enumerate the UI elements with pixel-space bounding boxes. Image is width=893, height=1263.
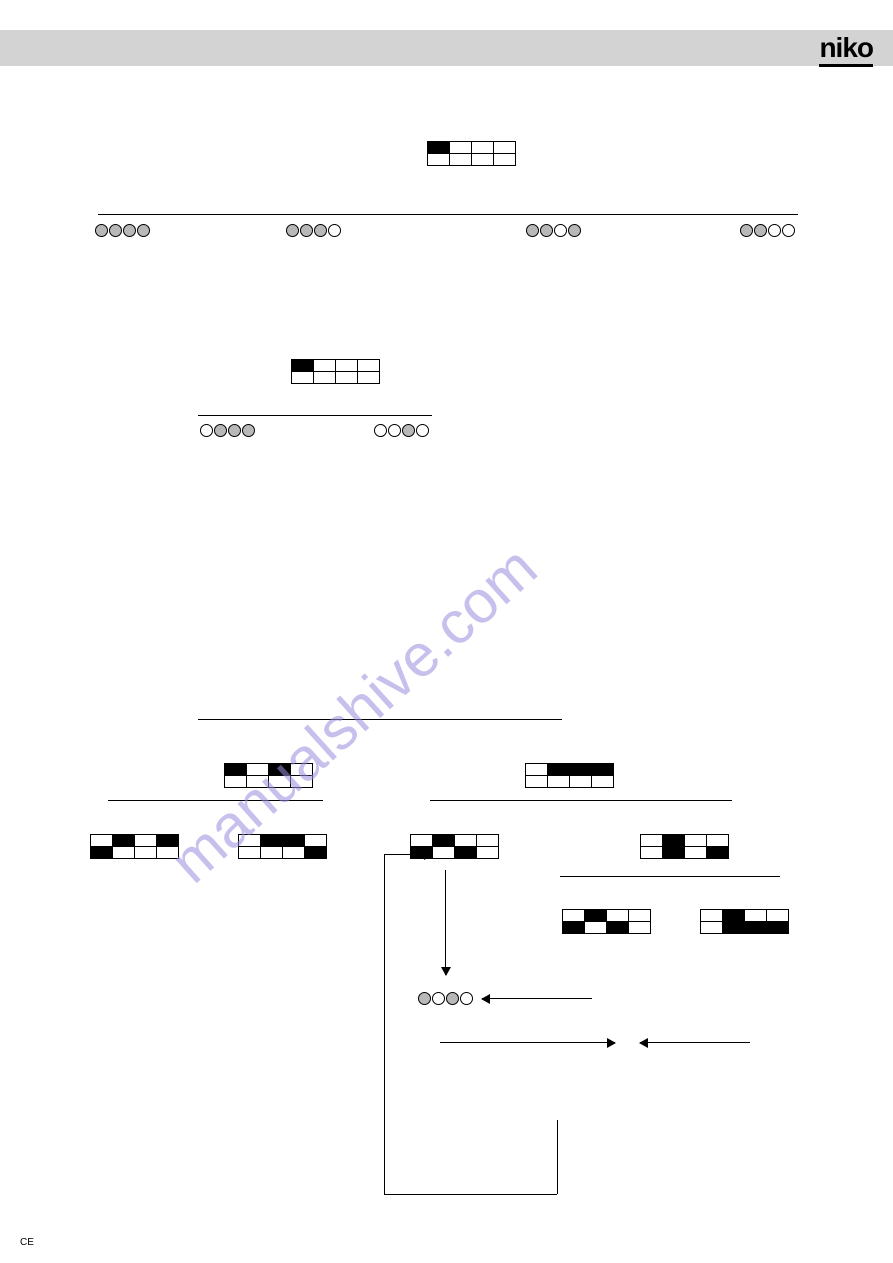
connector bbox=[440, 1042, 615, 1043]
dip-grid bbox=[525, 763, 614, 788]
dip-grid bbox=[90, 834, 179, 859]
separator-line bbox=[98, 214, 798, 215]
connector bbox=[640, 1042, 750, 1043]
connector bbox=[557, 1120, 558, 1194]
separator-line bbox=[198, 415, 432, 416]
dip-grid bbox=[427, 141, 516, 166]
connector bbox=[384, 854, 432, 855]
dip-grid bbox=[238, 834, 327, 859]
connector bbox=[384, 1194, 557, 1195]
ce-mark: CE bbox=[20, 1237, 34, 1248]
led-row bbox=[200, 424, 255, 437]
dip-grid bbox=[224, 763, 313, 788]
separator-line bbox=[560, 876, 780, 877]
dip-grid bbox=[562, 909, 651, 934]
dip-grid bbox=[700, 909, 789, 934]
brand-logo: niko bbox=[819, 32, 873, 67]
separator-line bbox=[198, 719, 562, 720]
led-row bbox=[740, 224, 795, 237]
led-row bbox=[286, 224, 341, 237]
led-row bbox=[95, 224, 150, 237]
separator-line bbox=[108, 800, 323, 801]
dip-grid bbox=[640, 834, 729, 859]
dip-grid bbox=[291, 359, 380, 384]
separator-line bbox=[430, 800, 732, 801]
connector bbox=[482, 998, 592, 999]
led-row bbox=[418, 992, 473, 1005]
connector bbox=[384, 854, 385, 1194]
logo-text: niko bbox=[819, 32, 873, 67]
header-bar bbox=[0, 30, 893, 66]
connector bbox=[445, 870, 446, 975]
led-row bbox=[374, 424, 429, 437]
led-row bbox=[526, 224, 581, 237]
